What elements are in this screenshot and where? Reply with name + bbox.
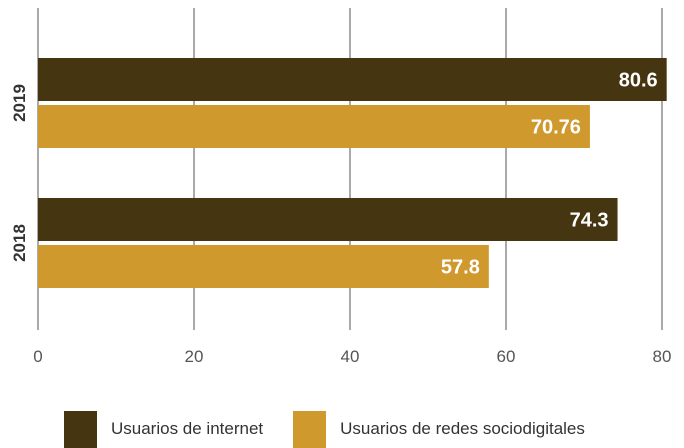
bars: [38, 58, 667, 288]
legend-item-internet: Usuarios de internet: [64, 410, 264, 448]
value-label-2018-series-0: 74.3: [570, 210, 609, 232]
legend-swatch-redes: [293, 410, 327, 448]
value-label-2019-series-0: 80.6: [619, 70, 658, 92]
x-tick-label-20: 20: [185, 347, 204, 366]
bar-2018-series-1: [38, 245, 489, 288]
category-label-2019: 2019: [10, 84, 29, 122]
legend: Usuarios de internet Usuarios de redes s…: [64, 410, 585, 448]
value-labels: 80.6 70.76 74.3 57.8: [441, 70, 658, 279]
x-tick-label-80: 80: [653, 347, 672, 366]
legend-item-redes: Usuarios de redes sociodigitales: [293, 410, 585, 448]
category-labels: 2019 2018: [10, 84, 29, 262]
bar-2018-series-0: [38, 198, 618, 241]
legend-label-internet: Usuarios de internet: [111, 419, 264, 438]
value-label-2018-series-1: 57.8: [441, 257, 480, 279]
bar-2019-series-1: [38, 105, 590, 148]
x-tick-label-0: 0: [33, 347, 42, 366]
x-tick-label-60: 60: [497, 347, 516, 366]
value-label-2019-series-1: 70.76: [531, 117, 581, 139]
x-tick-label-40: 40: [341, 347, 360, 366]
x-axis-tick-labels: 0 20 40 60 80: [33, 347, 671, 366]
category-label-2018: 2018: [10, 224, 29, 262]
bar-2019-series-0: [38, 58, 667, 101]
bar-chart: 80.6 70.76 74.3 57.8 0 20 40 60 80 2019 2018: [10, 8, 671, 366]
legend-swatch-internet: [64, 410, 97, 448]
legend-label-redes: Usuarios de redes sociodigitales: [340, 419, 585, 438]
